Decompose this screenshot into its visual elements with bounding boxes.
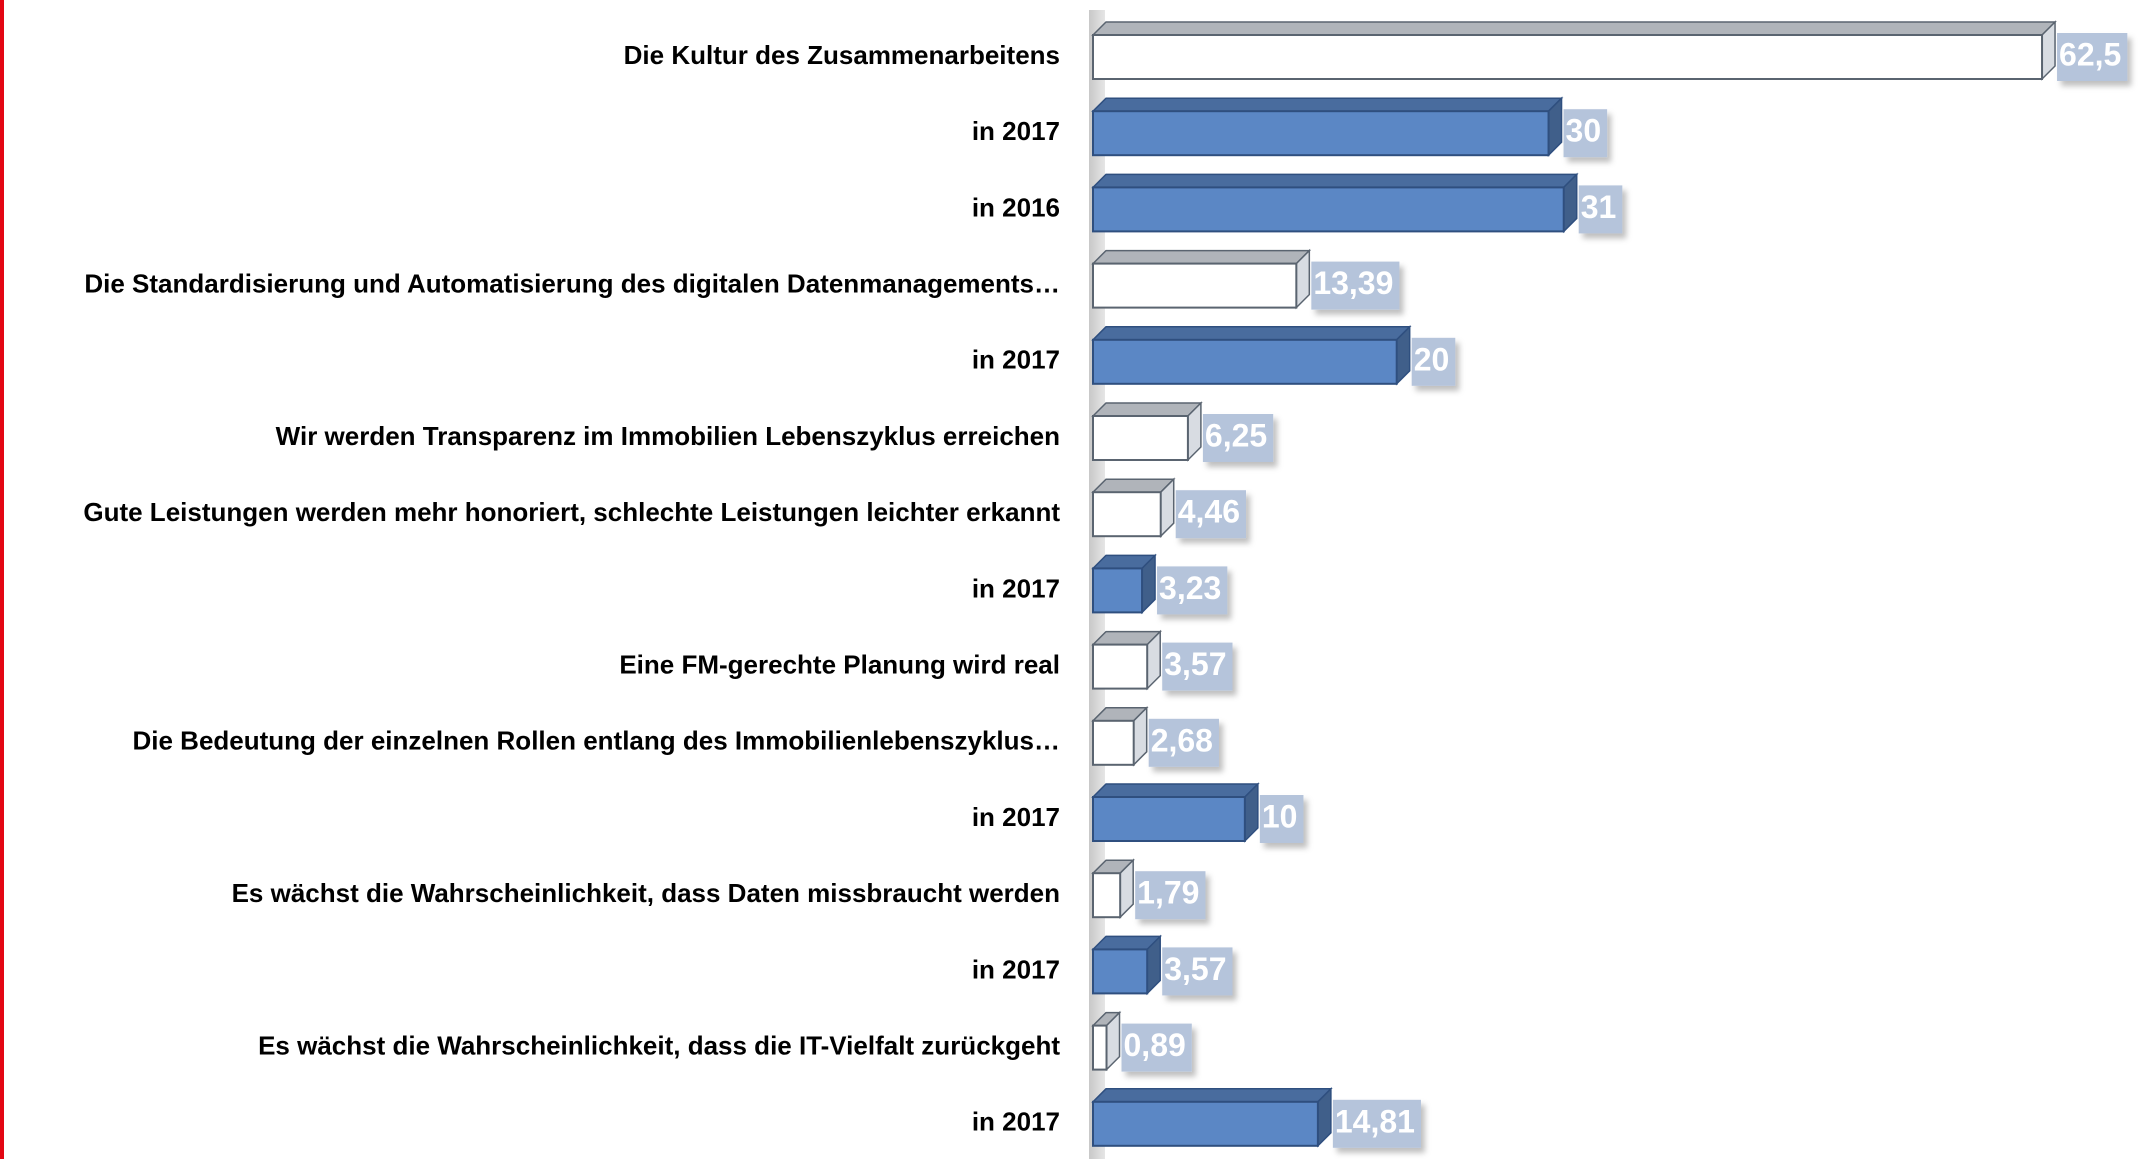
value-label: 4,46 [1178,494,1240,530]
bar-group [1091,629,1163,691]
category-label: in 2017 [972,573,1060,603]
bar-group [1091,477,1176,539]
category-label: in 2017 [972,345,1060,375]
category-label: Gute Leistungen werden mehr honoriert, s… [83,497,1060,527]
bar-group [1091,20,2057,81]
bar [1092,1024,1108,1071]
value-label-box [1135,871,1206,920]
value-label-box [2057,33,2128,81]
bar-group [1091,248,1312,310]
bar [1092,567,1144,614]
bar-group [1091,553,1157,615]
bar [1092,643,1149,690]
value-label: 1,79 [1137,875,1199,911]
value-label: 6,25 [1205,417,1267,453]
value-label-box [1175,490,1247,539]
bar [1092,719,1135,766]
bar [1092,338,1398,385]
category-label: Die Kultur des Zusammenarbeitens [624,40,1060,70]
bar [1092,1100,1319,1147]
bar-top [1091,783,1260,798]
bar [1092,872,1122,919]
value-label-box [1148,718,1219,767]
value-label-box [1578,185,1623,234]
bar-group [1091,782,1260,843]
category-label: Es wächst die Wahrscheinlichkeit, dass D… [232,878,1060,908]
category-label: in 2017 [972,802,1060,832]
value-label-box [1162,947,1233,996]
value-label-box [1162,642,1233,691]
category-label: in 2017 [972,116,1060,146]
value-label-box [1202,414,1274,462]
category-label: Die Standardisierung und Automatisierung… [84,268,1060,298]
bar-group [1091,324,1412,386]
bar [1092,415,1189,461]
category-label: Es wächst die Wahrscheinlichkeit, dass d… [258,1030,1060,1060]
value-label: 62,5 [2059,36,2121,72]
category-label: in 2016 [972,192,1060,222]
value-label: 14,81 [1335,1103,1415,1139]
bar-group [1091,934,1163,996]
value-label: 30 [1566,113,1602,149]
value-label: 31 [1581,189,1617,225]
value-label: 3,57 [1164,951,1226,987]
value-label: 20 [1414,341,1450,377]
value-label-box [1259,795,1304,843]
value-label-box [1332,1099,1421,1148]
bar-top [1091,326,1412,341]
value-label: 2,68 [1151,722,1213,758]
value-label: 3,23 [1159,570,1221,606]
bar-top [1091,173,1579,189]
bar-top [1091,249,1312,265]
value-label-box [1411,337,1456,386]
bar-group [1091,172,1579,234]
category-label: Die Bedeutung der einzelnen Rollen entla… [132,726,1060,756]
edge-line [0,0,4,1159]
value-label-box [1563,109,1608,158]
bar [1092,796,1246,842]
value-label: 3,57 [1164,646,1226,682]
bar [1092,186,1565,233]
value-label-box [1121,1023,1192,1072]
bar-top [1091,21,2057,36]
bar-group [1091,1010,1122,1072]
category-label: in 2017 [972,1107,1060,1137]
bar-group [1091,1086,1333,1148]
bar [1092,110,1550,157]
bar-top [1091,97,1564,112]
bar [1092,948,1149,995]
bar [1092,491,1162,538]
bar-group [1091,858,1135,920]
value-label: 13,39 [1313,265,1393,301]
bar-top [1091,1088,1333,1103]
bar-group [1091,96,1564,158]
bar-top [1091,402,1203,417]
bar-group [1091,401,1203,462]
category-label: in 2017 [972,954,1060,984]
bar-group [1091,705,1149,767]
value-label: 10 [1262,798,1298,834]
value-label-box [1157,566,1228,615]
bar [1092,34,2044,80]
category-label: Wir werden Transparenz im Immobilien Leb… [276,421,1060,451]
value-label-box [1311,261,1400,310]
bar [1092,262,1298,309]
value-label: 0,89 [1124,1027,1186,1063]
category-label: Eine FM-gerechte Planung wird real [619,649,1060,679]
